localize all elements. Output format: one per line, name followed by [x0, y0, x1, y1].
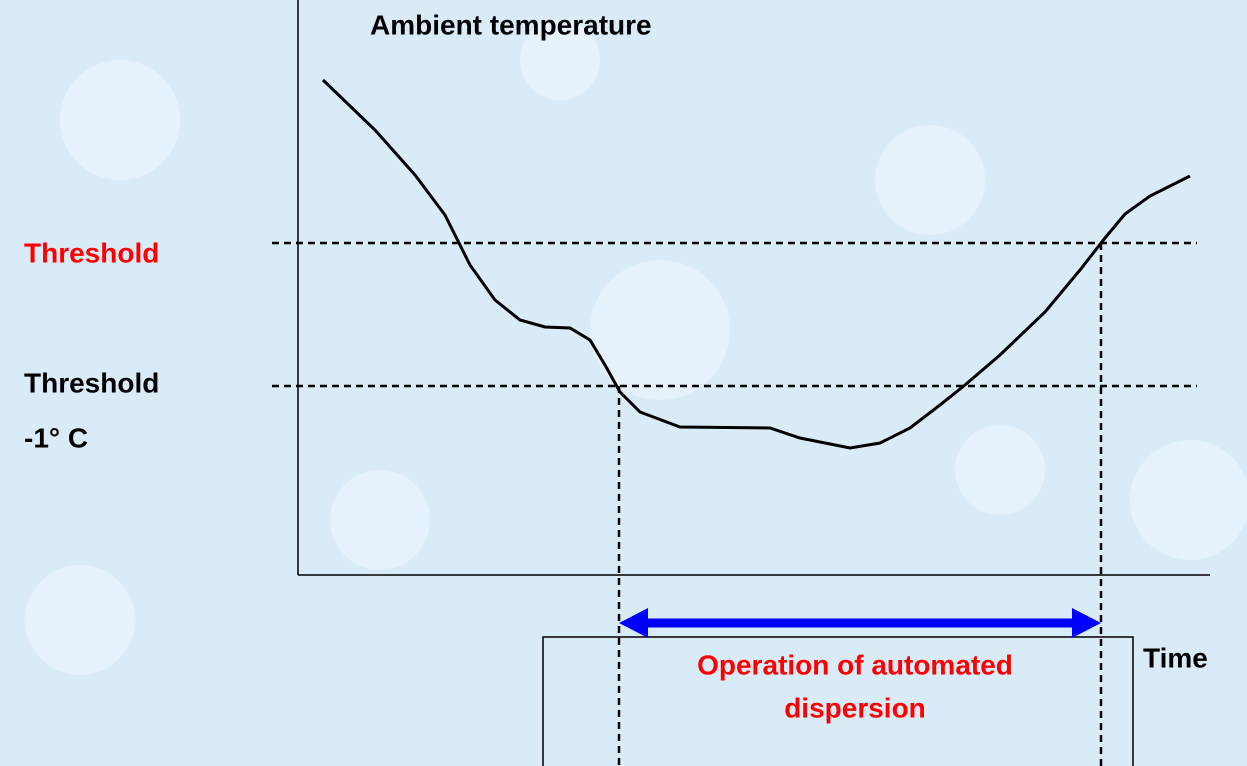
diagram: Ambient temperature Threshold Threshold …	[0, 0, 1247, 766]
title: Ambient temperature	[370, 9, 652, 40]
operation-label: dispersion	[784, 692, 926, 723]
threshold-minus-label: Threshold	[24, 367, 159, 398]
operation-label: Operation of automated	[697, 649, 1013, 680]
threshold-minus-label: -1° C	[24, 422, 88, 453]
threshold-label: Threshold	[24, 237, 159, 268]
x-axis-label: Time	[1143, 642, 1208, 673]
